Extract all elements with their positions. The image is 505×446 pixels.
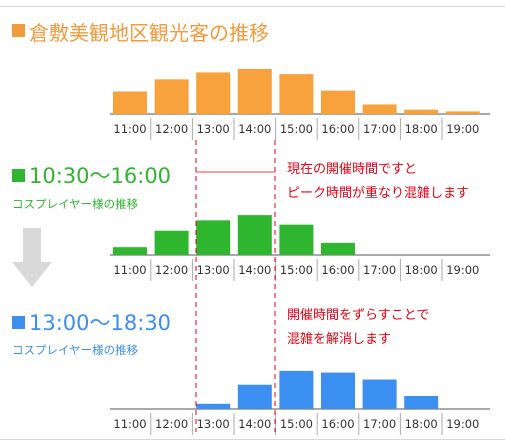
chart-3-tick-label: 11:00 bbox=[113, 417, 146, 431]
chart-2-tick-label: 18:00 bbox=[405, 263, 438, 277]
chart-3-tick-label: 19:00 bbox=[446, 417, 479, 431]
down-arrow-icon bbox=[12, 228, 52, 287]
chart-2-tick-label: 12:00 bbox=[155, 263, 188, 277]
chart-3-tick-label: 14:00 bbox=[238, 417, 271, 431]
chart-1-bar-17:00 bbox=[362, 104, 397, 114]
chart-1-bar-12:00 bbox=[154, 79, 189, 114]
chart-3-tick-label: 13:00 bbox=[197, 417, 230, 431]
chart-1-bar-16:00 bbox=[321, 90, 355, 114]
chart-1-tick-label: 19:00 bbox=[446, 122, 479, 136]
chart-2-bar-15:00 bbox=[279, 224, 314, 255]
section-2-square-icon bbox=[12, 316, 25, 329]
chart-3-bar-15:00 bbox=[279, 370, 314, 409]
chart-1-tick-label: 15:00 bbox=[280, 122, 313, 136]
page-title: 倉敷美観地区観光客の推移 bbox=[29, 21, 269, 45]
top-divider bbox=[0, 6, 505, 7]
section-2-note-line-2: 混雑を解消します bbox=[287, 332, 392, 347]
chart-1-bar-15:00 bbox=[279, 74, 314, 114]
section-1-square-icon bbox=[12, 169, 25, 182]
chart-2-tick-label: 16:00 bbox=[321, 263, 354, 277]
chart-3-tick-label: 12:00 bbox=[155, 417, 188, 431]
chart-1-bar-13:00 bbox=[196, 72, 231, 114]
chart-3-bar-14:00 bbox=[237, 384, 272, 409]
chart-2-bar-12:00 bbox=[154, 230, 189, 255]
chart-1-tick-label: 17:00 bbox=[363, 122, 396, 136]
chart-1-tick-label: 14:00 bbox=[238, 122, 271, 136]
section-1-sublabel: コスプレイヤー様の推移 bbox=[12, 197, 139, 211]
chart-1-tick-label: 12:00 bbox=[155, 122, 188, 136]
chart-2-tick-label: 15:00 bbox=[280, 263, 313, 277]
chart-3-bar-18:00 bbox=[404, 396, 439, 409]
chart-2-tick-label: 14:00 bbox=[238, 263, 271, 277]
chart-3-bar-13:00 bbox=[196, 403, 231, 409]
section-2-note-line-1: 開催時間をずらすことで bbox=[287, 308, 430, 323]
section-1-label: 10:30〜16:00 bbox=[29, 164, 172, 188]
chart-1-bar-11:00 bbox=[113, 91, 147, 114]
chart-1-bar-14:00 bbox=[237, 68, 272, 114]
chart-1-tick-label: 16:00 bbox=[321, 122, 354, 136]
chart-3-tick-label: 18:00 bbox=[405, 417, 438, 431]
chart-2-tick-label: 17:00 bbox=[363, 263, 396, 277]
chart-3-bar-16:00 bbox=[321, 372, 355, 409]
chart-2-tick-label: 19:00 bbox=[446, 263, 479, 277]
chart-3-bar-17:00 bbox=[362, 379, 397, 409]
chart-2-bar-14:00 bbox=[237, 215, 272, 255]
section-1-note-line-1: 現在の開催時間ですと bbox=[287, 162, 418, 177]
chart-2-tick-label: 13:00 bbox=[197, 263, 230, 277]
bottom-divider bbox=[0, 439, 505, 440]
chart-1-tick-label: 13:00 bbox=[197, 122, 230, 136]
chart-2-tick-label: 11:00 bbox=[113, 263, 146, 277]
chart-1-bar-18:00 bbox=[404, 109, 439, 114]
chart-3-tick-label: 15:00 bbox=[280, 417, 313, 431]
chart-2-bar-16:00 bbox=[321, 242, 355, 255]
title-square-icon bbox=[12, 24, 25, 37]
chart-2-bar-13:00 bbox=[196, 220, 231, 255]
chart-1-tick-label: 11:00 bbox=[113, 122, 146, 136]
section-2-sublabel: コスプレイヤー様の推移 bbox=[12, 343, 139, 357]
chart-1-bar-19:00 bbox=[445, 111, 480, 114]
chart-3-tick-label: 17:00 bbox=[363, 417, 396, 431]
chart-3-tick-label: 16:00 bbox=[321, 417, 354, 431]
section-1-note-line-2: ピーク時間が重なり混雑します bbox=[287, 186, 470, 201]
section-2-label: 13:00〜18:30 bbox=[29, 311, 172, 335]
chart-1-tick-label: 18:00 bbox=[405, 122, 438, 136]
chart-2-bar-11:00 bbox=[113, 247, 147, 255]
